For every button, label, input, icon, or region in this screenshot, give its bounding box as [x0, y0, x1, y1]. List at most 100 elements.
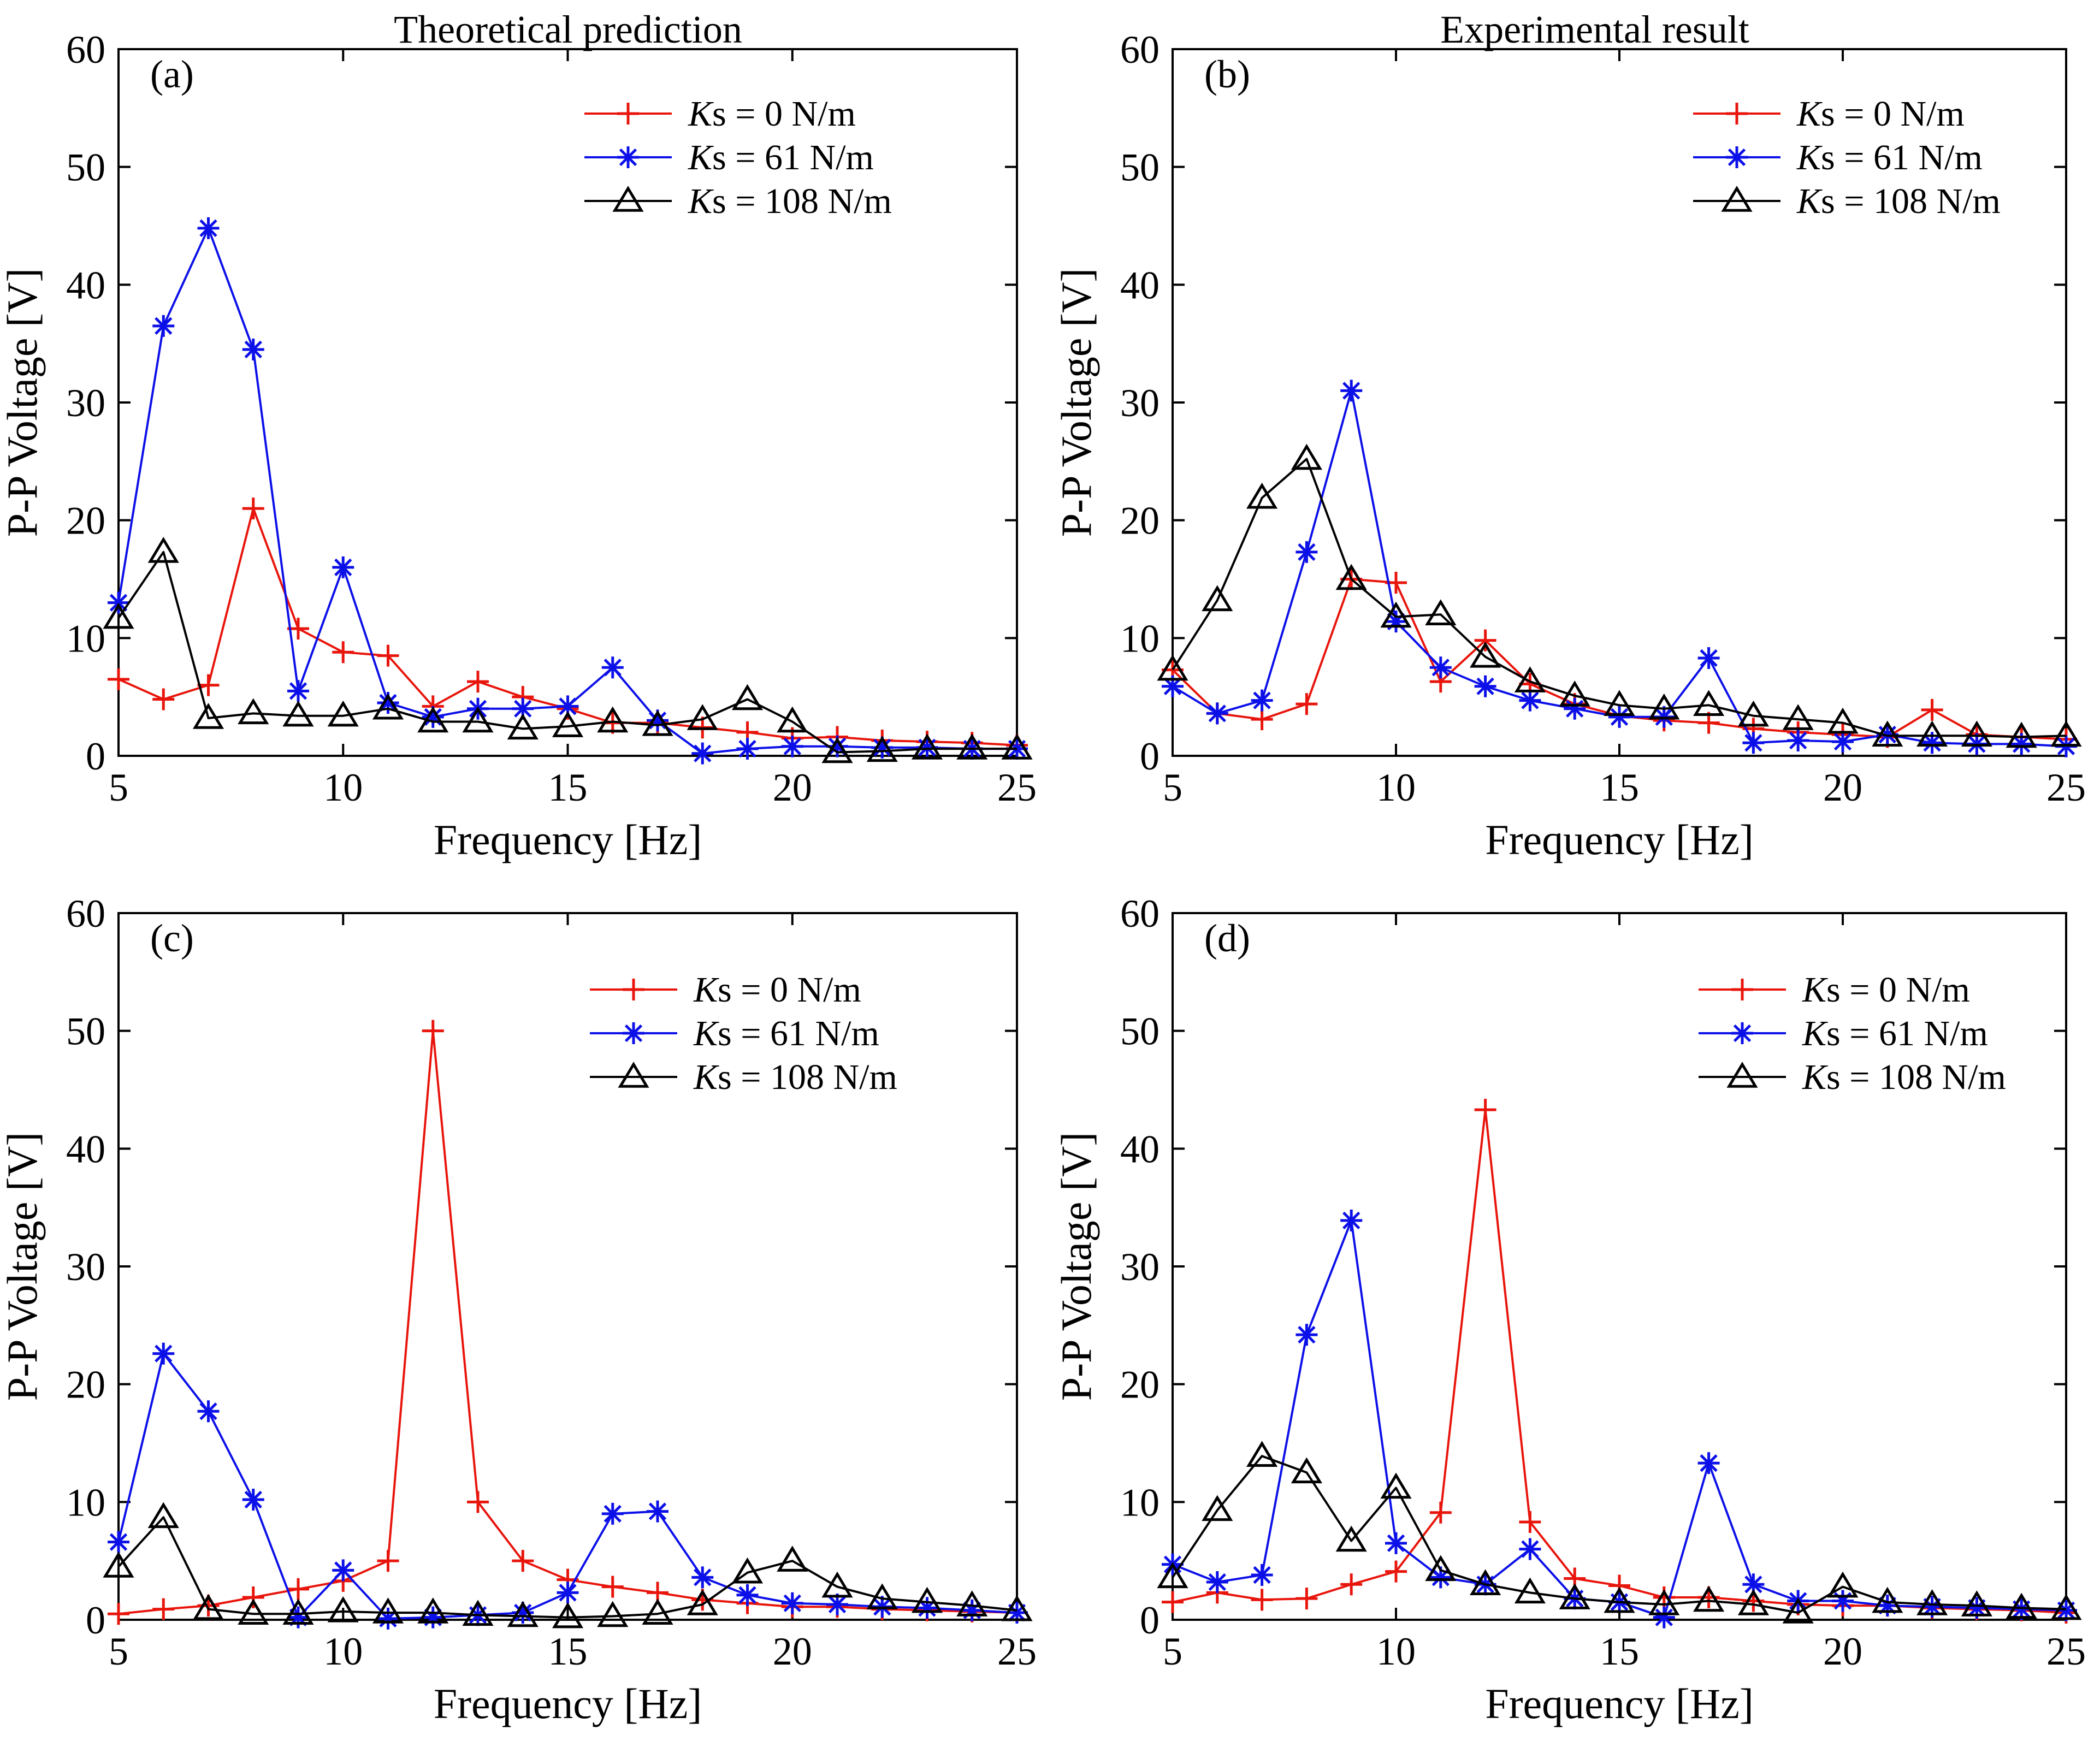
data-point [1251, 1589, 1273, 1611]
legend-entry-symbol: K [1796, 94, 1823, 134]
x-tick-label: 5 [1163, 1630, 1182, 1673]
chart-title: Experimental result [1440, 8, 1749, 51]
data-point [1921, 698, 1943, 721]
data-point [1429, 1566, 1452, 1589]
data-point [1206, 1571, 1228, 1593]
x-tick-label: 10 [323, 766, 363, 809]
series-line [117, 227, 1017, 755]
data-point [866, 1583, 898, 1609]
data-point [152, 1598, 175, 1620]
data-point [197, 1400, 220, 1423]
legend-marker-icon [1731, 979, 1753, 1000]
y-tick-label: 50 [66, 146, 105, 189]
y-tick-label: 60 [66, 892, 105, 935]
x-axis-label: Frequency [Hz] [1485, 816, 1754, 863]
y-tick-label: 20 [66, 1363, 105, 1407]
data-point [1251, 1564, 1273, 1586]
data-point [1291, 443, 1322, 470]
data-point [1604, 1586, 1635, 1613]
legend-marker-icon [617, 103, 639, 125]
data-point [1335, 564, 1367, 590]
data-point [1296, 1588, 1318, 1610]
legend-entry: Ks = 61 N/m [1802, 1014, 1988, 1053]
x-axis-label: Frequency [Hz] [434, 816, 702, 863]
data-point [956, 1590, 988, 1616]
series-line [117, 1516, 1018, 1619]
data-point [1697, 1452, 1720, 1474]
series-triangle [1157, 443, 2082, 748]
chart-panel-d: 5 10 15 20 25 0 10 20 30 40 50 60 Frequency [Hz] P-P … [1052, 892, 2086, 1727]
legend: Ks = 0 N/mKs = 61 N/mKs = 108 N/m [590, 970, 897, 1097]
legend-marker-icon [612, 186, 644, 212]
data-point [1872, 720, 1903, 747]
data-point [1921, 1596, 1943, 1618]
data-point [1559, 680, 1590, 707]
data-point [2050, 1594, 2082, 1620]
y-tick-label: 60 [1120, 28, 1160, 72]
legend-marker-icon [1721, 186, 1753, 212]
y-tick-label: 10 [66, 617, 105, 660]
data-point [1470, 641, 1501, 668]
x-tick-label: 20 [773, 766, 812, 809]
legend-entry-label: s = 0 N/m [718, 970, 861, 1010]
data-point [2010, 1598, 2033, 1620]
data-point [1157, 654, 1188, 681]
legend-entry-symbol: K [688, 138, 714, 177]
data-point [1782, 1597, 1814, 1624]
x-tick-label: 15 [548, 766, 588, 809]
data-point [911, 733, 943, 760]
data-point [197, 674, 220, 696]
data-point [731, 684, 764, 710]
y-tick-label: 40 [1120, 1127, 1160, 1171]
data-point [327, 700, 359, 727]
data-point [512, 1602, 534, 1624]
x-tick-label: 25 [2046, 1630, 2086, 1673]
y-tick-label: 50 [1120, 146, 1160, 189]
data-point [327, 1596, 359, 1622]
data-point [781, 1592, 803, 1614]
series-plus [108, 1020, 1028, 1625]
data-point [597, 706, 629, 733]
data-point [332, 556, 354, 578]
x-tick-label: 10 [323, 1630, 363, 1673]
data-point [911, 1586, 943, 1613]
series-star [108, 1342, 1028, 1630]
series-line [1172, 458, 2067, 738]
x-tick-label: 25 [997, 766, 1037, 809]
data-point [152, 1342, 175, 1365]
data-point [377, 691, 399, 714]
data-point [2050, 720, 2082, 747]
legend-entry-label: s = 108 N/m [712, 181, 892, 221]
legend-marker-icon [618, 1062, 649, 1088]
data-point [1742, 732, 1765, 754]
y-tick-label: 30 [66, 381, 105, 425]
data-point [1737, 700, 1769, 727]
data-point [916, 736, 938, 759]
data-point [1202, 1495, 1233, 1521]
data-point [1559, 1583, 1590, 1609]
data-point [1291, 1457, 1322, 1484]
data-point [372, 693, 404, 720]
data-point [1251, 708, 1273, 731]
data-point [1782, 704, 1814, 730]
data-point [238, 1598, 269, 1625]
legend-entry-label: s = 0 N/m [1826, 970, 1970, 1010]
series-line [1172, 1109, 2067, 1614]
x-tick-label: 15 [1600, 1630, 1639, 1673]
data-point [1251, 689, 1273, 712]
legend-entry-symbol: K [693, 970, 719, 1010]
data-point [147, 537, 179, 563]
data-point [417, 1597, 449, 1624]
data-point [1648, 693, 1680, 720]
series-line [1172, 1455, 2067, 1614]
data-point [821, 737, 853, 763]
data-point [1246, 482, 1278, 509]
legend-marker-icon [623, 1022, 644, 1044]
data-point [1832, 1590, 1854, 1612]
data-point [956, 733, 988, 760]
legend-entry: Ks = 61 N/m [688, 138, 874, 177]
series-plus [1162, 1099, 2077, 1624]
data-point [2010, 733, 2033, 755]
y-tick-label: 0 [86, 735, 105, 778]
data-point [462, 706, 494, 733]
